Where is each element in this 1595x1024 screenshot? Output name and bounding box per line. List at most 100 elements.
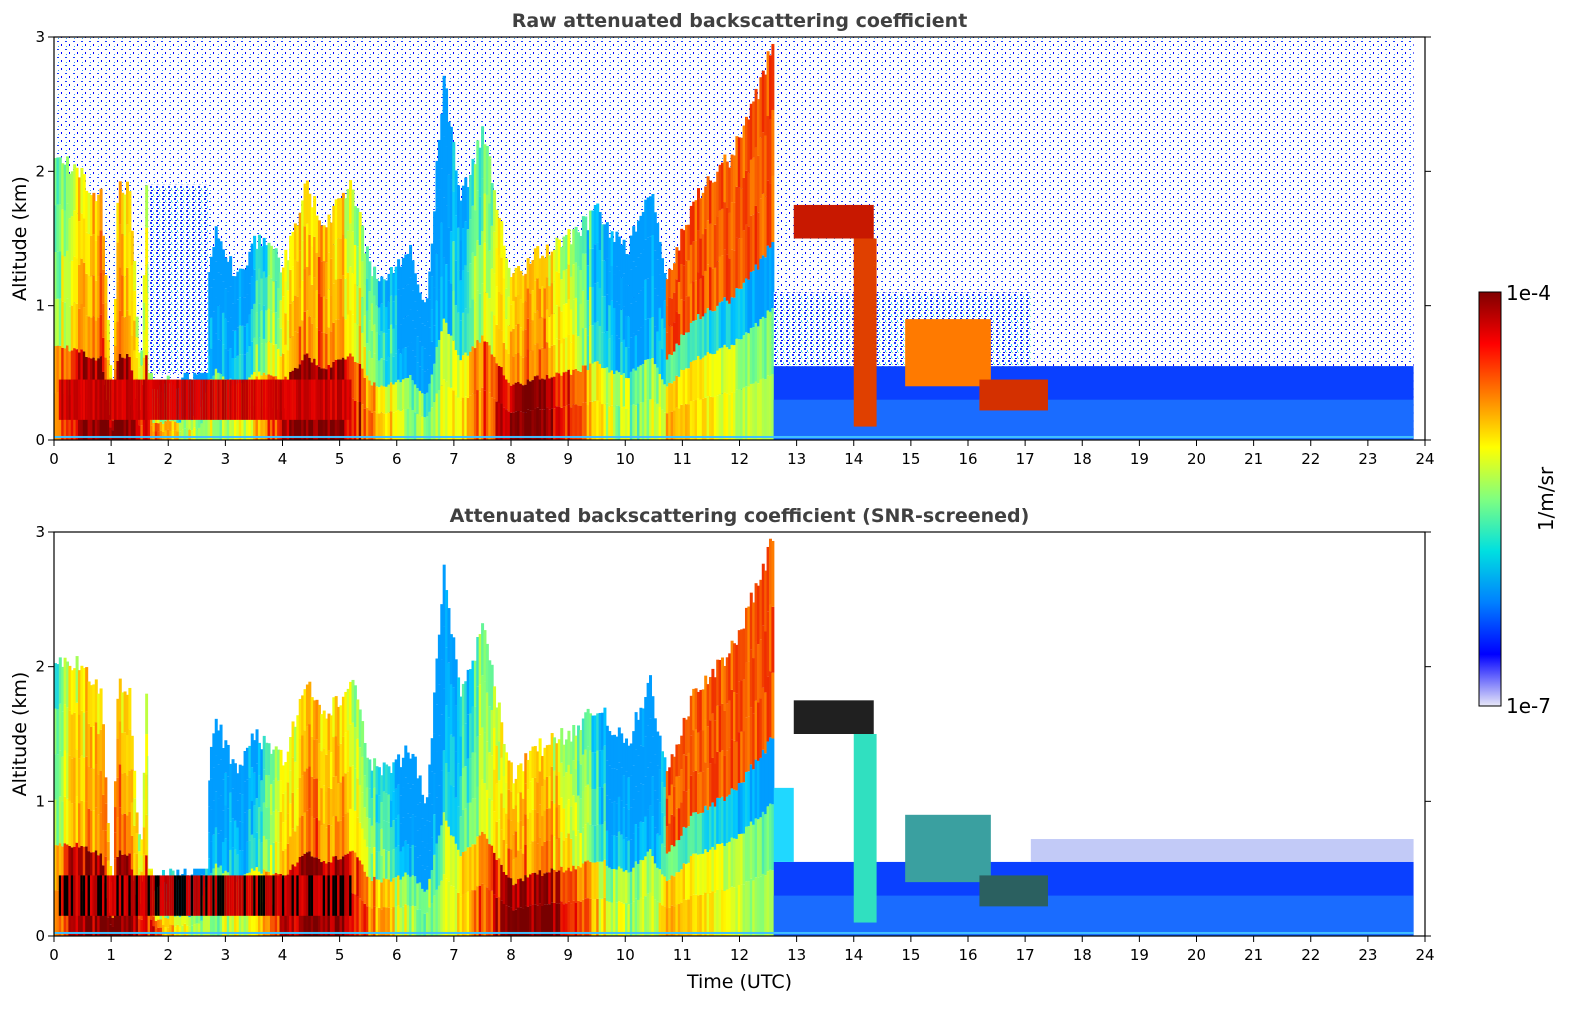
heatmap-cell <box>704 313 708 356</box>
heatmap-cell <box>193 864 197 877</box>
heatmap-cell <box>87 357 91 399</box>
heatmap-cell <box>73 757 77 803</box>
heatmap-cell <box>377 387 381 414</box>
heatmap-cell <box>617 762 621 797</box>
heatmap-cell <box>747 771 751 827</box>
heatmap-cell <box>457 763 461 807</box>
heatmap-cell <box>685 260 689 297</box>
heatmap-cell <box>351 807 355 851</box>
heatmap-cell <box>113 875 117 916</box>
heatmap-cell <box>577 232 581 267</box>
heatmap-cell <box>562 406 566 440</box>
heatmap-cell <box>768 247 772 312</box>
heatmap-cell <box>193 367 197 380</box>
heatmap-cell <box>716 216 720 262</box>
heatmap-cell <box>521 771 525 799</box>
heatmap-cell <box>54 708 57 755</box>
heatmap-cell <box>243 781 247 813</box>
heatmap-cell <box>668 297 672 326</box>
heatmap-cell <box>279 300 283 329</box>
heatmap-cell <box>274 904 278 936</box>
heatmap-cell <box>591 752 595 790</box>
heatmap-cell <box>605 367 609 404</box>
heatmap-cell <box>82 801 86 847</box>
heatmap-cell <box>759 639 763 699</box>
heatmap-cell <box>756 212 760 270</box>
heatmap-cell <box>505 905 509 936</box>
heatmap-cell <box>471 205 475 253</box>
heatmap-cell <box>629 269 633 304</box>
heatmap-cell <box>601 712 605 750</box>
heatmap-cell <box>279 749 283 781</box>
heatmap-cell <box>255 763 259 799</box>
heatmap-cell <box>58 379 62 420</box>
heatmap-cell <box>661 812 665 844</box>
heatmap-cell <box>133 260 137 291</box>
heatmap-cell <box>720 208 724 256</box>
heatmap-cell <box>229 256 233 287</box>
heatmap-cell <box>217 305 221 340</box>
heatmap-cell <box>337 783 341 822</box>
heatmap-cell <box>63 164 67 211</box>
heatmap-cell <box>625 903 629 936</box>
heatmap-cell <box>524 814 528 845</box>
heatmap-cell <box>289 337 293 372</box>
heatmap-cell <box>68 379 72 420</box>
x-tick-label: 24 <box>1415 450 1434 468</box>
heatmap-cell <box>365 407 369 440</box>
heatmap-cell <box>704 805 708 850</box>
heatmap-cell <box>471 660 475 707</box>
heatmap-cell <box>128 274 132 316</box>
heatmap-cell <box>128 811 132 854</box>
heatmap-cell <box>716 350 720 396</box>
heatmap-cell <box>435 751 439 798</box>
heatmap-cell <box>536 874 540 906</box>
heatmap-cell <box>658 274 662 308</box>
heatmap-cell <box>478 734 482 786</box>
heatmap-cell <box>418 909 422 936</box>
heatmap-cell <box>704 355 708 398</box>
heatmap-cell <box>749 592 753 650</box>
heatmap-cell <box>735 693 739 742</box>
heatmap-cell <box>701 853 705 895</box>
heatmap-cell <box>461 312 465 356</box>
heatmap-cell <box>629 807 633 840</box>
heatmap-cell <box>209 348 213 379</box>
heatmap-cell <box>73 210 77 257</box>
heatmap-cell <box>73 712 77 758</box>
heatmap-cell <box>85 875 89 916</box>
heatmap-cell <box>245 265 249 295</box>
heatmap-cell <box>615 335 619 371</box>
heatmap-cell <box>385 850 389 879</box>
heatmap-cell <box>548 776 552 809</box>
heatmap-cell <box>644 279 648 320</box>
heatmap-cell <box>730 154 734 203</box>
heatmap-cell <box>229 763 233 793</box>
heatmap-cell <box>61 711 65 757</box>
heatmap-cell <box>754 381 758 440</box>
heatmap-cell <box>161 913 165 925</box>
heatmap-cell <box>423 394 427 418</box>
heatmap-cell <box>61 255 65 302</box>
heatmap-cell <box>116 875 120 916</box>
heatmap-cell <box>260 407 264 440</box>
heatmap-cell <box>514 325 518 354</box>
heatmap-cell <box>370 276 374 304</box>
heatmap-cell <box>682 899 686 936</box>
heatmap-cell <box>543 810 547 842</box>
heatmap-cell <box>399 353 403 383</box>
heatmap-cell <box>694 770 698 813</box>
heatmap-cell <box>677 282 681 314</box>
x-tick-label: 8 <box>506 946 516 964</box>
x-tick-label: 9 <box>563 450 573 468</box>
heatmap-cell <box>644 199 648 240</box>
heatmap-cell <box>493 190 497 232</box>
heatmap-cell <box>613 241 617 275</box>
heatmap-cell <box>764 875 768 936</box>
heatmap-cell <box>509 907 513 936</box>
heatmap-cell <box>70 379 74 420</box>
heatmap-cell <box>768 311 772 376</box>
heatmap-cell <box>241 907 245 936</box>
heatmap-cell <box>109 865 113 878</box>
heatmap-cell <box>296 825 300 863</box>
